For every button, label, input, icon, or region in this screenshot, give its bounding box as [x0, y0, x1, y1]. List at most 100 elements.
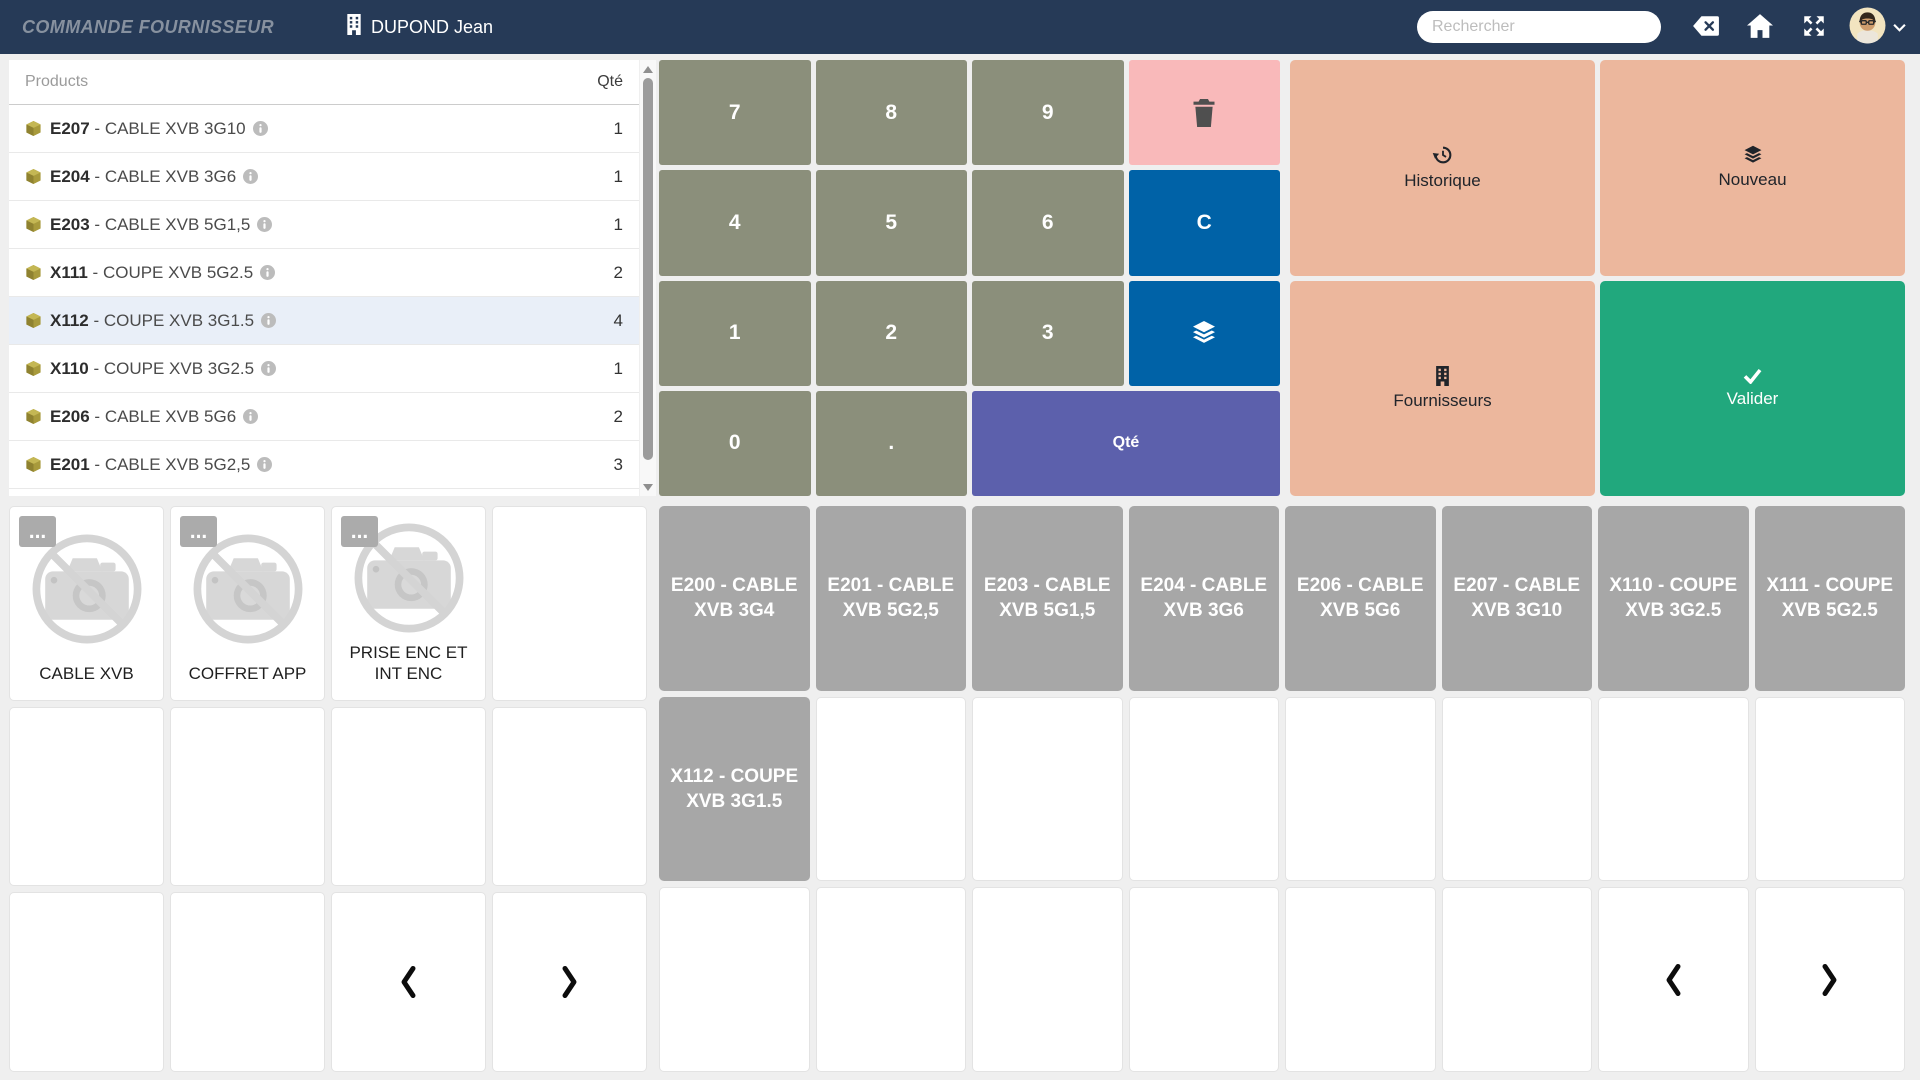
keypad-key-6[interactable]: 6	[972, 170, 1124, 276]
categories-prev-button[interactable]	[331, 892, 486, 1072]
package-icon	[25, 456, 42, 473]
info-icon[interactable]	[261, 361, 277, 376]
product-name: COUPE XVB 3G2.5	[103, 358, 255, 378]
key-label: 6	[1041, 210, 1054, 234]
category-tile-prise-enc-et-int-enc[interactable]: ... PRISE ENC ET INT ENC	[331, 506, 486, 701]
keypad-key-dot[interactable]: .	[815, 390, 967, 496]
products-prev-button[interactable]	[1598, 887, 1749, 1072]
more-badge: ...	[19, 516, 56, 547]
expand-icon	[1801, 13, 1827, 42]
category-tile-coffret-app[interactable]: ... COFFRET APP	[170, 506, 325, 701]
keypad-key-3[interactable]: 3	[972, 280, 1124, 386]
separator: -	[89, 454, 105, 474]
info-icon[interactable]	[261, 313, 277, 328]
product-row-x111[interactable]: X111 - COUPE XVB 5G2.5 2	[9, 249, 639, 297]
product-row-x110[interactable]: X110 - COUPE XVB 3G2.5 1	[9, 345, 639, 393]
key-label: 9	[1041, 100, 1054, 124]
keypad-key-0[interactable]: 0	[659, 390, 811, 496]
keypad-key-1[interactable]: 1	[659, 280, 811, 386]
keypad-key-8[interactable]: 8	[815, 60, 967, 166]
product-tile-e203[interactable]: E203 - CABLE XVB 5G1,5	[972, 506, 1123, 691]
keypad-key-5[interactable]: 5	[815, 170, 967, 276]
building-icon	[1435, 365, 1450, 386]
user-name: DUPOND Jean	[371, 16, 494, 37]
scroll-thumb[interactable]	[643, 78, 653, 460]
categories-grid: ... CABLE XVB... COFFRET APP... PRISE ENC E…	[9, 506, 647, 1072]
chevron-left-icon	[398, 965, 419, 999]
empty-cell	[815, 696, 966, 882]
product-tile-label: E206 - CABLE XVB 5G6	[1296, 575, 1424, 622]
keypad-key-7[interactable]: 7	[659, 60, 811, 166]
action-historique-button[interactable]: Historique	[1290, 60, 1595, 276]
products-next-button[interactable]	[1754, 887, 1905, 1072]
action-fournisseurs-button[interactable]: Fournisseurs	[1290, 280, 1595, 496]
keypad-layers-button[interactable]	[1128, 280, 1280, 386]
keypad-key-clear[interactable]: C	[1128, 170, 1280, 276]
trash-icon	[1192, 98, 1216, 127]
key-label: 8	[885, 100, 898, 124]
keypad: 7 8 9 4 5 6 C 1 2 3 0. Qté	[659, 60, 1280, 496]
product-tile-x111[interactable]: X111 - COUPE XVB 5G2.5	[1754, 506, 1905, 691]
user-chip[interactable]: DUPOND Jean	[346, 14, 493, 40]
product-row-x112[interactable]: X112 - COUPE XVB 3G1.5 4	[9, 297, 639, 345]
product-tile-label: E204 - CABLE XVB 3G6	[1140, 575, 1268, 622]
product-tile-e204[interactable]: E204 - CABLE XVB 3G6	[1128, 506, 1279, 691]
empty-cell	[170, 706, 325, 887]
expand-button[interactable]	[1799, 12, 1829, 42]
info-icon[interactable]	[257, 217, 273, 232]
package-icon	[25, 360, 42, 377]
info-icon[interactable]	[243, 409, 259, 424]
empty-cell	[972, 887, 1123, 1072]
scroll-up-button[interactable]	[640, 62, 656, 76]
keypad-key-2[interactable]: 2	[815, 280, 967, 386]
empty-cell	[972, 696, 1123, 882]
backspace-button[interactable]	[1691, 12, 1721, 42]
key-label: 7	[728, 100, 741, 124]
product-code: E201	[50, 454, 90, 474]
more-badge: ...	[180, 516, 217, 547]
keypad-key-9[interactable]: 9	[972, 60, 1124, 166]
product-tile-x110[interactable]: X110 - COUPE XVB 3G2.5	[1598, 506, 1749, 691]
key-label: 3	[1041, 321, 1054, 345]
keypad-delete-button[interactable]	[1128, 60, 1280, 166]
product-tile-label: X112 - COUPE XVB 3G1.5	[670, 765, 799, 812]
products-list: E207 - CABLE XVB 3G10 1 E204 - CABLE XVB 3…	[9, 105, 639, 489]
info-icon[interactable]	[252, 121, 268, 136]
product-row-e203[interactable]: E203 - CABLE XVB 5G1,5 1	[9, 201, 639, 249]
categories-next-button[interactable]	[492, 892, 647, 1072]
product-name: COUPE XVB 3G1.5	[103, 310, 255, 330]
info-icon[interactable]	[243, 169, 259, 184]
product-tile-label: E203 - CABLE XVB 5G1,5	[983, 575, 1111, 622]
product-name: CABLE XVB 3G6	[104, 166, 237, 186]
separator: -	[87, 262, 103, 282]
product-qty: 1	[613, 358, 623, 378]
category-tile-cable-xvb[interactable]: ... CABLE XVB	[9, 506, 164, 701]
home-button[interactable]	[1745, 12, 1775, 42]
avatar-button[interactable]	[1849, 7, 1906, 47]
product-row-e204[interactable]: E204 - CABLE XVB 3G6 1	[9, 153, 639, 201]
product-tile-e201[interactable]: E201 - CABLE XVB 5G2,5	[815, 506, 966, 691]
backspace-icon	[1692, 15, 1720, 40]
product-tile-x112[interactable]: X112 - COUPE XVB 3G1.5	[659, 696, 810, 882]
search-input[interactable]	[1417, 11, 1661, 43]
keypad-key-qty[interactable]: Qté	[972, 390, 1280, 496]
product-tile-e207[interactable]: E207 - CABLE XVB 3G10	[1441, 506, 1592, 691]
scroll-down-button[interactable]	[640, 480, 656, 494]
product-qty: 1	[613, 118, 623, 138]
info-icon[interactable]	[257, 457, 273, 472]
qty-header-label: Qté	[597, 73, 623, 90]
action-valider-button[interactable]: Valider	[1600, 280, 1905, 496]
products-header-label: Products	[25, 73, 89, 90]
home-icon	[1747, 13, 1773, 41]
product-tile-e200[interactable]: E200 - CABLE XVB 3G4	[659, 506, 810, 691]
empty-cell	[1285, 696, 1436, 882]
action-nouveau-button[interactable]: Nouveau	[1600, 60, 1905, 276]
info-icon[interactable]	[260, 265, 276, 280]
keypad-key-4[interactable]: 4	[659, 170, 811, 276]
chevron-left-icon	[1663, 963, 1684, 997]
product-row-e201[interactable]: E201 - CABLE XVB 5G2,5 3	[9, 441, 639, 489]
product-tile-e206[interactable]: E206 - CABLE XVB 5G6	[1285, 506, 1436, 691]
product-row-e206[interactable]: E206 - CABLE XVB 5G6 2	[9, 393, 639, 441]
products-panel: Products Qté E207 - CABLE XVB 3G10 1 E204 …	[9, 60, 639, 496]
product-row-e207[interactable]: E207 - CABLE XVB 3G10 1	[9, 105, 639, 153]
